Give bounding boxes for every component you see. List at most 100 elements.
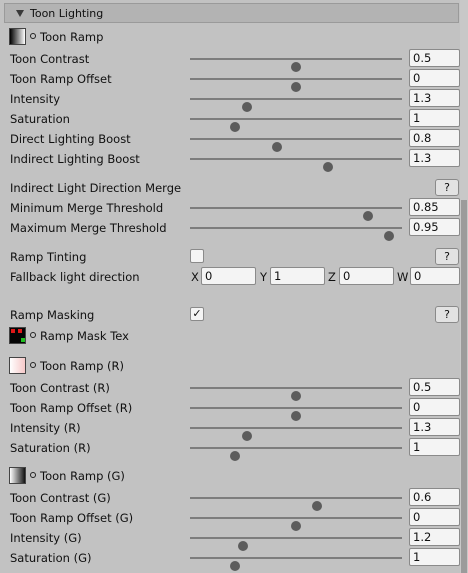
slider-knob[interactable] [291,82,301,92]
slider-track[interactable] [190,497,402,511]
foldout-triangle-icon[interactable] [16,9,24,17]
scrollbar[interactable] [460,0,468,573]
slider-row: Toon Contrast (R) 0.5 [0,378,460,401]
slider-track[interactable] [190,537,402,551]
slider-knob[interactable] [384,231,395,241]
value-field[interactable]: 1 [409,548,460,566]
object-picker-icon[interactable] [30,472,36,478]
slider-track[interactable] [190,98,402,112]
slider-row: Toon Contrast (G) 0.6 [0,488,460,511]
value-field[interactable]: 0.6 [409,488,460,506]
slider-knob[interactable] [322,162,333,172]
value-field[interactable]: 1.2 [409,528,460,546]
object-picker-icon[interactable] [30,33,36,39]
value-field[interactable]: 0.85 [409,198,460,216]
object-picker-icon[interactable] [30,362,36,368]
w-label: W [397,270,409,284]
slider-knob[interactable] [291,521,301,531]
value-field[interactable]: 1.3 [409,89,460,107]
scrollbar-thumb[interactable] [461,200,467,573]
toon-ramp-texture-thumbnail[interactable] [9,28,26,45]
slider-knob[interactable] [242,431,253,441]
slider-knob[interactable] [229,561,240,571]
slider-track[interactable] [190,427,402,441]
toon-ramp-g-row: Toon Ramp (G) [0,467,460,487]
slider-row: Saturation (G) 1 [0,548,460,571]
help-button[interactable]: ? [435,306,459,323]
ramp-mask-texture-thumbnail[interactable] [9,327,26,344]
slider-track[interactable] [190,138,402,152]
slider-knob[interactable] [229,122,240,132]
value-field[interactable]: 0.8 [409,129,460,147]
slider-label: Maximum Merge Threshold [10,221,167,235]
slider-knob[interactable] [271,142,282,152]
ramp-masking-row: Ramp Masking ✓ ? [0,305,460,325]
slider-knob[interactable] [291,411,301,421]
slider-knob[interactable] [312,501,323,511]
fallback-light-row: Fallback light direction X 0 Y 1 Z 0 W 0 [0,267,460,287]
z-field[interactable]: 0 [339,267,394,285]
slider-row: Direct Lighting Boost 0.8 [0,129,460,152]
slider-knob[interactable] [242,102,253,112]
slider-label: Toon Contrast (G) [10,491,111,505]
slider-row: Toon Ramp Offset (R) 0 [0,398,460,421]
slider-knob[interactable] [291,62,301,72]
value-field[interactable]: 0 [409,69,460,87]
ramp-mask-tex-label: Ramp Mask Tex [40,329,129,343]
value-field[interactable]: 1.3 [409,149,460,167]
value-field[interactable]: 0.5 [409,49,460,67]
slider-track[interactable] [190,557,402,571]
slider-track[interactable] [190,517,402,531]
slider-track[interactable] [190,78,402,92]
slider-row: Indirect Lighting Boost 1.3 [0,149,460,172]
slider-label: Minimum Merge Threshold [10,201,164,215]
value-field[interactable]: 1 [409,109,460,127]
slider-label: Saturation [10,112,70,126]
help-button[interactable]: ? [435,248,459,265]
slider-label: Toon Ramp Offset [10,72,112,86]
slider-track[interactable] [190,118,402,132]
value-field[interactable]: 0.95 [409,218,460,236]
help-button[interactable]: ? [435,179,459,196]
slider-label: Toon Ramp Offset (R) [10,401,133,415]
slider-track[interactable] [190,387,402,401]
slider-track[interactable] [190,227,402,241]
slider-track[interactable] [190,207,402,221]
ramp-tinting-checkbox[interactable] [190,249,204,263]
slider-row: Toon Ramp Offset (G) 0 [0,508,460,531]
slider-row: Toon Contrast 0.5 [0,49,460,72]
slider-label: Saturation (R) [10,441,91,455]
ramp-tinting-row: Ramp Tinting ? [0,247,460,267]
value-field[interactable]: 0.5 [409,378,460,396]
slider-label: Toon Ramp Offset (G) [10,511,134,525]
value-field[interactable]: 0 [409,508,460,526]
slider-label: Intensity (R) [10,421,81,435]
slider-knob[interactable] [238,541,248,551]
x-label: X [191,270,199,284]
toon-ramp-g-texture-thumbnail[interactable] [9,467,26,484]
toon-ramp-g-label: Toon Ramp (G) [40,469,125,483]
toon-ramp-r-texture-thumbnail[interactable] [9,357,26,374]
value-field[interactable]: 0 [409,398,460,416]
merge-header-row: Indirect Light Direction Merge ? [0,178,460,198]
slider-row: Intensity (G) 1.2 [0,528,460,551]
slider-track[interactable] [190,158,402,172]
slider-knob[interactable] [363,211,374,221]
ramp-mask-tex-row: Ramp Mask Tex [0,327,460,347]
object-picker-icon[interactable] [30,332,36,338]
x-field[interactable]: 0 [201,267,256,285]
value-field[interactable]: 1.3 [409,418,460,436]
slider-track[interactable] [190,407,402,421]
slider-track[interactable] [190,447,402,461]
ramp-masking-label: Ramp Masking [10,308,95,322]
slider-knob[interactable] [229,451,240,461]
ramp-masking-checkbox[interactable]: ✓ [190,307,204,321]
y-field[interactable]: 1 [270,267,325,285]
slider-row: Minimum Merge Threshold 0.85 [0,198,460,221]
w-field[interactable]: 0 [410,267,460,285]
section-foldout-header[interactable]: Toon Lighting [4,3,459,23]
slider-track[interactable] [190,58,402,72]
toon-ramp-row: Toon Ramp [0,28,460,48]
slider-knob[interactable] [291,391,301,401]
value-field[interactable]: 1 [409,438,460,456]
